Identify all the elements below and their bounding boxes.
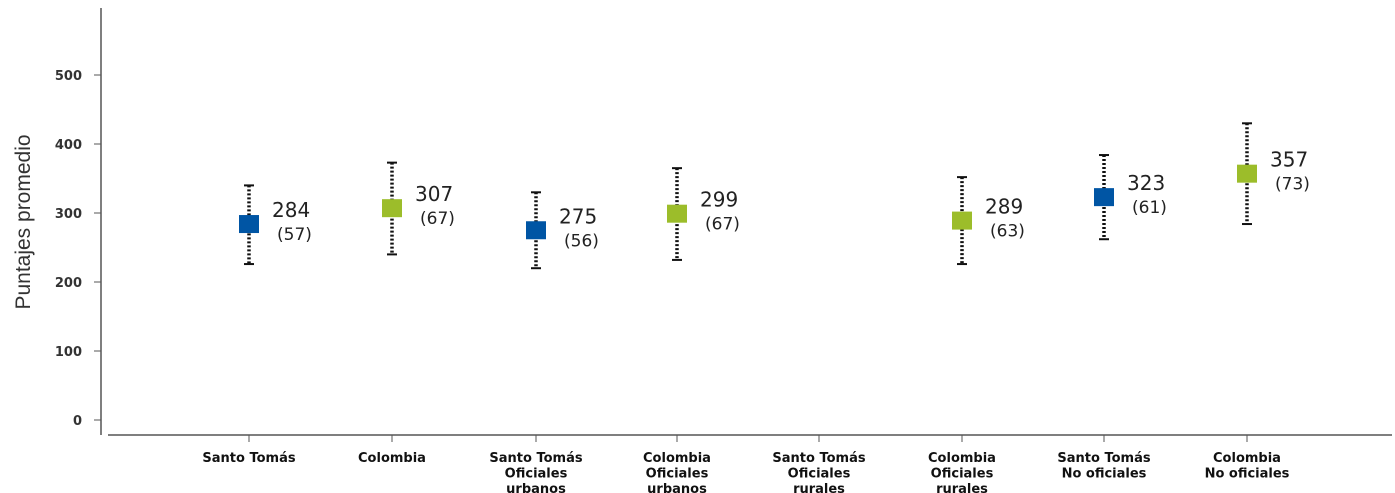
x-category-line: urbanos — [506, 482, 566, 493]
x-category-line: rurales — [936, 482, 988, 493]
sd-label: (67) — [420, 209, 455, 229]
data-point-group: 323 (61) — [1094, 154, 1167, 241]
x-category-line: Oficiales — [646, 467, 709, 482]
sd-label: (67) — [705, 215, 740, 235]
mean-marker — [667, 204, 687, 223]
x-category-line: Santo Tomás — [202, 451, 295, 466]
sd-label: (73) — [1275, 175, 1310, 195]
mean-label: 307 — [415, 182, 453, 206]
x-category-line: Santo Tomás — [772, 451, 865, 466]
y-tick-label: 200 — [55, 276, 82, 291]
y-tick-label: 100 — [55, 345, 82, 360]
x-category-line: Santo Tomás — [489, 451, 582, 466]
x-categories: Santo Tomás Colombia Santo Tomás Oficiales u… — [202, 435, 1290, 493]
x-category-label: Colombia Oficiales rurales — [928, 451, 996, 493]
sd-label: (57) — [277, 225, 312, 245]
x-category-line: Oficiales — [788, 467, 851, 482]
mean-marker — [952, 211, 972, 230]
x-category-line: Colombia — [928, 451, 996, 466]
mean-marker — [239, 215, 259, 234]
x-category-line: Colombia — [1213, 451, 1281, 466]
mean-marker — [382, 199, 402, 218]
y-axis-label: Puntajes promedio — [12, 134, 35, 309]
x-category-line: No oficiales — [1205, 467, 1290, 482]
x-category-label: Santo Tomás Oficiales urbanos — [489, 451, 582, 493]
data-points: 284 (57) 307 (67) 275 (56) 299 (67) 289 (63) 323 (6… — [239, 122, 1310, 270]
mean-label: 299 — [700, 188, 738, 212]
x-category-line: Santo Tomás — [1057, 451, 1150, 466]
data-point-group: 357 (73) — [1237, 122, 1310, 226]
x-category-label: Colombia — [358, 451, 426, 466]
data-point-group: 307 (67) — [382, 161, 455, 256]
x-category-line: Colombia — [643, 451, 711, 466]
mean-marker — [1237, 164, 1257, 183]
x-category-line: rurales — [793, 482, 845, 493]
x-category-line: Colombia — [358, 451, 426, 466]
x-category-line: Oficiales — [931, 467, 994, 482]
x-category-label: Santo Tomás No oficiales — [1057, 451, 1150, 482]
data-point-group: 299 (67) — [667, 167, 740, 261]
x-category-line: urbanos — [647, 482, 707, 493]
y-tick-label: 400 — [55, 138, 82, 153]
x-category-line: No oficiales — [1062, 467, 1147, 482]
mean-label: 275 — [559, 204, 597, 228]
y-tick-label: 500 — [55, 69, 82, 84]
mean-label: 357 — [1270, 148, 1308, 172]
data-point-group: 289 (63) — [952, 176, 1025, 266]
mean-marker — [526, 221, 546, 240]
x-category-line: Oficiales — [505, 467, 568, 482]
axes — [100, 8, 1392, 436]
mean-label: 323 — [1127, 171, 1165, 195]
sd-label: (63) — [990, 222, 1025, 242]
mean-label: 284 — [272, 198, 310, 222]
x-category-label: Colombia No oficiales — [1205, 451, 1290, 482]
y-tick-label: 300 — [55, 207, 82, 222]
y-tick-label: 0 — [73, 414, 82, 429]
data-point-group: 275 (56) — [526, 191, 599, 270]
x-category-label: Colombia Oficiales urbanos — [643, 451, 711, 493]
data-point-group: 284 (57) — [239, 184, 312, 266]
sd-label: (61) — [1132, 198, 1167, 218]
sd-label: (56) — [564, 231, 599, 251]
mean-label: 289 — [985, 195, 1023, 219]
mean-marker — [1094, 188, 1114, 207]
y-ticks: 0 100 200 300 400 500 — [55, 69, 101, 429]
x-category-label: Santo Tomás — [202, 451, 295, 466]
x-category-label: Santo Tomás Oficiales rurales — [772, 451, 865, 493]
